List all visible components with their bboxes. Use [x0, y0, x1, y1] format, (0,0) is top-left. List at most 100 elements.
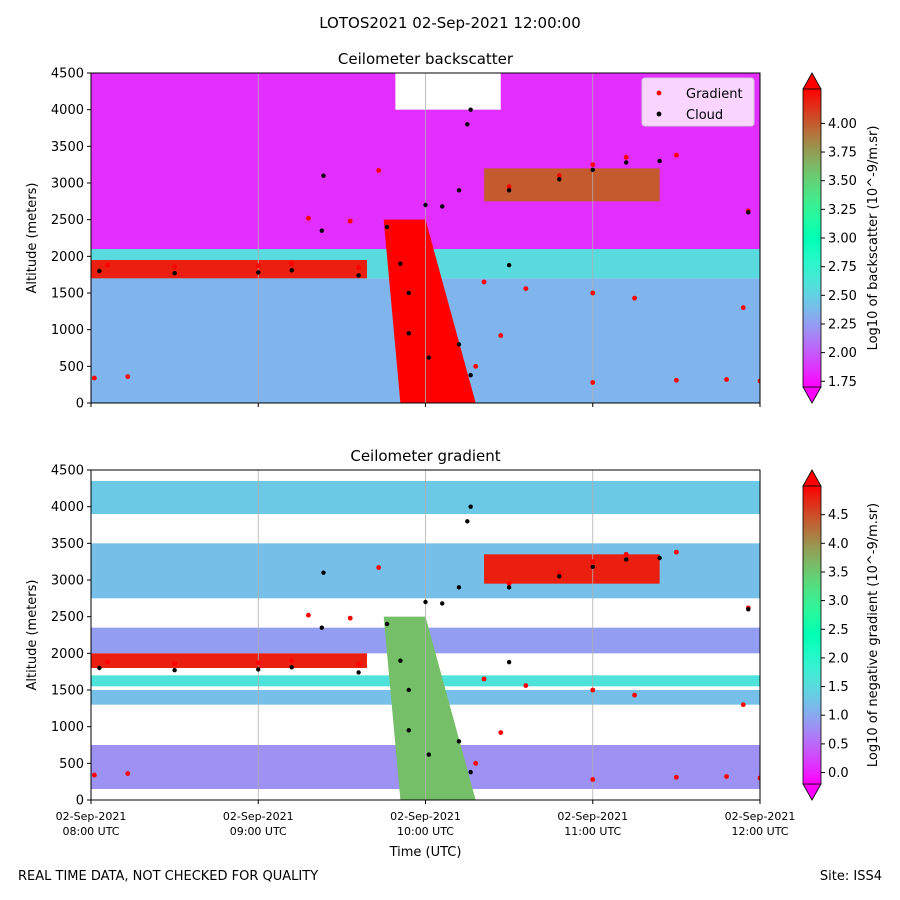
chart-title: Ceilometer gradient — [350, 447, 500, 465]
y-tick-label: 1500 — [51, 684, 84, 699]
legend-label: Cloud — [686, 108, 723, 123]
cloud-point — [465, 122, 470, 127]
gradient-point — [632, 295, 637, 301]
cloud-point — [172, 668, 177, 673]
cloud-point — [506, 585, 512, 590]
chart-panel-2: Ceilometer gradient 0 500 1000 1500 2000 2500 3… — [25, 447, 881, 860]
y-tick-label: 3500 — [51, 140, 84, 155]
y-tick-label: 0 — [76, 794, 84, 809]
cloud-point — [440, 204, 445, 209]
gradient-point — [590, 290, 596, 296]
gradient-point — [255, 263, 261, 269]
y-tick-label: 4500 — [51, 464, 84, 479]
cloud-point — [356, 273, 361, 278]
gradient-point — [498, 333, 504, 338]
y-tick-label: 1000 — [51, 720, 84, 735]
colorbar-body — [802, 485, 822, 785]
gradient-point — [757, 378, 760, 384]
cloud-point — [321, 173, 326, 178]
cloud-point — [97, 665, 102, 671]
cloud-point — [624, 557, 629, 562]
gradient-point — [473, 760, 479, 766]
gradient-point — [289, 658, 295, 664]
x-tick-label-time: 08:00 UTC — [62, 825, 119, 838]
cloud-point — [426, 752, 432, 757]
gradient-point — [172, 264, 178, 269]
x-axis-label: Time (UTC) — [389, 845, 462, 860]
cloud-point — [465, 519, 470, 524]
colorbar-body — [802, 88, 822, 388]
cloud-point — [557, 574, 562, 579]
x-tick-label-time: 09:00 UTC — [230, 825, 287, 838]
colorbar-tick-label: 3.5 — [828, 565, 849, 580]
y-tick-label: 1500 — [51, 287, 84, 302]
cloud-point — [97, 268, 102, 274]
cloud-point — [406, 687, 411, 693]
gradient-point — [289, 261, 295, 267]
colorbar: 1.75 2.00 2.25 2.50 2.75 3.00 3.25 3.50 3.75 4.00… — [802, 72, 881, 404]
gradient-point — [255, 660, 261, 666]
gradient-point — [523, 286, 529, 291]
gradient-point — [523, 683, 529, 688]
site-label: Site: ISS4 — [819, 869, 882, 884]
x-tick-label-date: 02-Sep-2021 — [390, 810, 461, 823]
cloud-point — [624, 160, 629, 165]
cloud-point — [398, 658, 403, 663]
gradient-point — [347, 615, 353, 621]
y-tick-label: 2000 — [51, 250, 84, 265]
colorbar-tick-label: 3.0 — [828, 594, 849, 609]
gradient-point — [740, 305, 746, 311]
cloud-point — [384, 621, 390, 627]
cloud-point — [356, 670, 361, 675]
cloud-point — [468, 504, 473, 509]
chart-panel-1: Ceilometer backscatter 0 500 1000 1500 2000 25… — [25, 50, 881, 412]
colorbar-tick-label: 3.00 — [828, 232, 857, 247]
colorbar-tick-label: 3.25 — [828, 203, 857, 218]
cloud-point — [746, 210, 751, 215]
legend-label: Gradient — [686, 87, 743, 102]
gradient-point — [740, 702, 746, 708]
gradient-point — [556, 570, 562, 576]
cloud-point — [456, 342, 462, 347]
feature-boundary-layer-top — [91, 260, 367, 279]
y-axis-label: Altitude (meters) — [25, 580, 40, 691]
cloud-point — [423, 202, 428, 208]
gradient-point — [623, 154, 629, 160]
cloud-point — [398, 261, 403, 266]
colorbar-tick-label: 0.5 — [828, 737, 849, 752]
gradient-point — [105, 659, 111, 665]
cloud-point — [590, 167, 595, 172]
colorbar-tick-label: 2.00 — [828, 346, 857, 361]
gradient-point — [498, 730, 504, 735]
quality-disclaimer: REAL TIME DATA, NOT CHECKED FOR QUALITY — [18, 869, 319, 884]
cloud-point — [506, 188, 512, 193]
cloud-point — [746, 607, 751, 612]
cloud-point — [319, 228, 325, 233]
gradient-point — [673, 377, 679, 383]
colorbar-extend-top — [802, 72, 822, 90]
gradient-point — [356, 264, 361, 270]
gradient-point — [590, 687, 596, 693]
gradient-point — [556, 173, 562, 179]
colorbar-extend-bottom — [802, 386, 822, 404]
gradient-point — [632, 692, 637, 698]
colorbar-tick-label: 2.0 — [828, 651, 849, 666]
gradient-point — [757, 775, 760, 781]
cloud-point — [406, 331, 411, 336]
colorbar-tick-label: 4.0 — [828, 537, 849, 552]
y-axis-label: Altitude (meters) — [25, 183, 40, 294]
gradient-point — [590, 162, 596, 168]
colorbar-tick-label: 1.0 — [828, 709, 849, 724]
legend-marker — [656, 90, 662, 96]
y-tick-label: 2000 — [51, 647, 84, 662]
cloud-point — [256, 667, 261, 672]
x-tick-label-time: 12:00 UTC — [731, 825, 788, 838]
gradient-point — [724, 774, 729, 779]
y-tick-label: 4500 — [51, 67, 84, 82]
cloud-point — [657, 555, 662, 561]
cloud-point — [289, 665, 294, 670]
colorbar-label: Log10 of backscatter (10^-9/m.sr) — [866, 126, 881, 351]
colorbar-tick-label: 0.0 — [828, 766, 849, 781]
cloud-point — [319, 625, 325, 630]
cloud-point — [506, 659, 512, 665]
